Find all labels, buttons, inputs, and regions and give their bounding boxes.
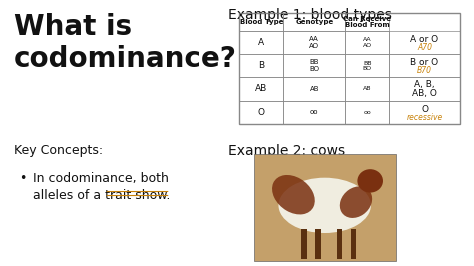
Text: Key Concepts:: Key Concepts: — [14, 144, 103, 157]
Text: Example 2: cows: Example 2: cows — [228, 144, 345, 158]
Bar — [254, 154, 396, 261]
Bar — [315, 229, 321, 259]
Bar — [283, 77, 345, 101]
Text: O: O — [258, 108, 265, 117]
Bar — [283, 54, 345, 77]
Bar — [239, 31, 283, 54]
Text: A or O: A or O — [410, 35, 438, 44]
Text: AB: AB — [255, 84, 267, 93]
Bar — [389, 31, 460, 54]
Bar — [337, 229, 342, 259]
Bar — [389, 77, 460, 101]
Ellipse shape — [357, 169, 383, 193]
Text: recessive: recessive — [406, 113, 443, 122]
Ellipse shape — [272, 175, 315, 214]
Bar — [239, 77, 283, 101]
Bar — [345, 101, 389, 124]
Text: A70: A70 — [417, 43, 432, 52]
Text: Example 1: blood types: Example 1: blood types — [228, 8, 392, 22]
Bar — [389, 101, 460, 124]
Bar — [345, 77, 389, 101]
FancyBboxPatch shape — [239, 13, 460, 124]
Text: BB
BO: BB BO — [363, 61, 372, 71]
Text: oo: oo — [310, 109, 319, 115]
Bar — [239, 101, 283, 124]
Text: •: • — [19, 172, 27, 185]
Text: AB: AB — [363, 86, 372, 92]
Text: AB: AB — [310, 86, 319, 92]
Text: Genotype: Genotype — [295, 19, 333, 25]
Text: AA
AO: AA AO — [310, 36, 319, 49]
Text: B70: B70 — [417, 66, 432, 75]
Bar — [283, 13, 345, 31]
Text: In codominance, both
alleles of a trait show.: In codominance, both alleles of a trait … — [33, 172, 171, 202]
Text: Can Receive
Blood From: Can Receive Blood From — [343, 16, 391, 28]
Text: B: B — [258, 61, 264, 70]
Text: BB
BO: BB BO — [310, 60, 319, 72]
Text: Blood Type: Blood Type — [240, 19, 283, 25]
Ellipse shape — [279, 178, 371, 233]
Bar — [389, 54, 460, 77]
Bar — [345, 13, 389, 31]
Bar — [351, 229, 356, 259]
Text: B or O: B or O — [410, 59, 438, 68]
Text: A, B,
AB, O: A, B, AB, O — [412, 80, 437, 98]
Text: oo: oo — [364, 110, 371, 115]
Text: O: O — [421, 105, 428, 114]
Text: AA
AO: AA AO — [363, 37, 372, 48]
Bar — [345, 54, 389, 77]
Bar — [283, 31, 345, 54]
Text: What is
codominance?: What is codominance? — [14, 13, 237, 73]
Bar — [283, 101, 345, 124]
Bar — [345, 31, 389, 54]
Bar — [239, 54, 283, 77]
Bar — [301, 229, 307, 259]
Ellipse shape — [340, 186, 372, 218]
Bar — [239, 13, 283, 31]
Text: A: A — [258, 38, 264, 47]
